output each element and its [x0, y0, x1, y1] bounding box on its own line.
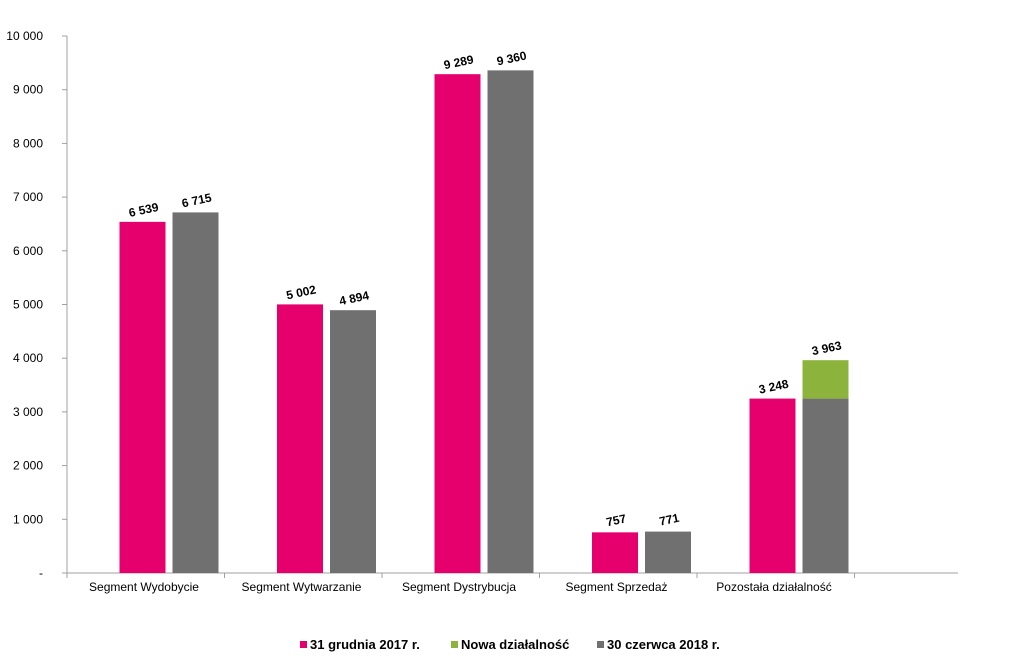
x-category-label: Segment Sprzedaż [565, 580, 667, 594]
legend-swatch [300, 641, 307, 648]
bar-2018 [645, 531, 691, 573]
bar-2017 [592, 532, 638, 573]
x-category-label: Segment Wytwarzanie [242, 580, 362, 594]
bar-2018 [487, 70, 534, 574]
y-tick-label: 9 000 [13, 83, 43, 97]
bars [119, 70, 849, 574]
y-tick-label: 6 000 [13, 244, 43, 258]
bar-2018 [802, 398, 849, 573]
legend-label: Nowa działalność [461, 637, 569, 652]
data-labels: 6 539 6 715 5 002 4 894 9 289 9 360 757 771 3 24… [128, 48, 844, 529]
legend-swatch [597, 641, 604, 648]
y-tick-label: 4 000 [13, 351, 43, 365]
y-tick-label: 8 000 [13, 136, 43, 150]
bar-2018 [330, 310, 376, 573]
x-category-label: Pozostała działalność [716, 580, 831, 594]
x-category-label: Segment Dystrybucja [402, 580, 516, 594]
data-label: 9 289 [443, 52, 476, 72]
y-tick-label: 1 000 [13, 512, 43, 526]
data-label: 9 360 [496, 48, 529, 68]
data-label: 771 [658, 511, 681, 529]
x-category-label: Segment Wydobycie [89, 580, 199, 594]
data-label: 6 715 [181, 190, 214, 210]
legend-label: 31 grudnia 2017 r. [310, 637, 420, 652]
legend-swatch [451, 641, 458, 648]
legend-label: 30 czerwca 2018 r. [607, 637, 720, 652]
data-label: 4 894 [338, 288, 371, 308]
bar-2017 [749, 398, 796, 573]
y-tick-label: 7 000 [13, 190, 43, 204]
data-label: 757 [605, 511, 628, 529]
bar-2017 [277, 304, 323, 573]
y-tick-label: 10 000 [6, 29, 43, 43]
bar-2017 [434, 74, 481, 574]
x-axis: Segment Wydobycie Segment Wytwarzanie Segm… [66, 572, 958, 594]
y-axis: - 1 000 2 000 3 000 4 000 5 000 6 000 7 000 8 00… [6, 29, 68, 580]
data-label: 6 539 [128, 200, 161, 220]
y-tick-label: 5 000 [13, 298, 43, 312]
data-label: 3 248 [758, 377, 791, 397]
bar-2017 [119, 221, 166, 573]
y-tick-label: 2 000 [13, 459, 43, 473]
bar-nowa-dzialalnosc [802, 360, 849, 399]
data-label: 3 963 [811, 338, 844, 358]
data-label: 5 002 [285, 282, 318, 302]
y-tick-label: - [39, 566, 43, 580]
y-tick-label: 3 000 [13, 405, 43, 419]
bar-2018 [172, 212, 219, 574]
legend: 31 grudnia 2017 r. Nowa działalność 30 cze… [300, 637, 720, 652]
